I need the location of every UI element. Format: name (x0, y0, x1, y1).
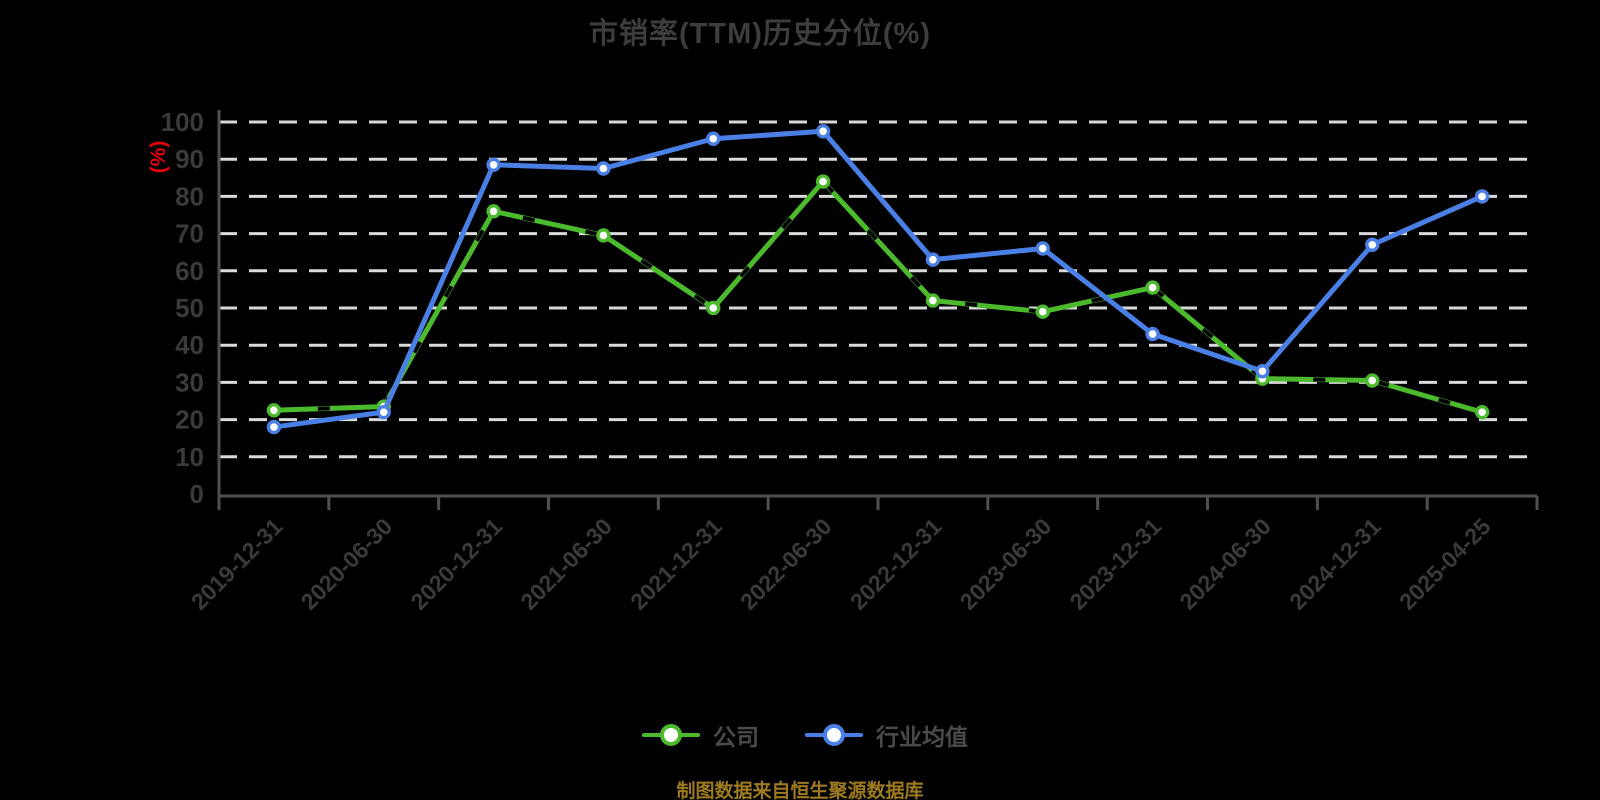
y-axis-unit-label: (%) (147, 141, 170, 174)
company-legend-marker-icon (642, 722, 700, 748)
company-data-point[interactable] (1365, 373, 1380, 388)
x-tick-label: 2021-12-31 (625, 513, 727, 615)
company-series-line (271, 179, 1485, 415)
legend-item-company[interactable]: 公司 (642, 718, 759, 752)
y-tick-label: 80 (175, 181, 204, 211)
x-tick-label: 2020-12-31 (406, 513, 508, 615)
legend-label-company: 公司 (713, 724, 759, 750)
chart-legend: 公司 行业均值 (0, 718, 1600, 752)
x-tick-label: 2023-12-31 (1065, 513, 1167, 615)
industry-average-data-point[interactable] (596, 161, 611, 176)
y-tick-label: 90 (175, 144, 204, 174)
x-tick-label: 2024-06-30 (1174, 513, 1276, 615)
industry-average-data-point[interactable] (1474, 189, 1490, 204)
company-data-point[interactable] (1035, 304, 1050, 319)
company-data-point[interactable] (815, 174, 831, 189)
y-tick-label: 0 (190, 479, 204, 509)
industry-average-data-point[interactable] (1255, 364, 1270, 379)
y-tick-label: 10 (175, 442, 204, 472)
company-data-point[interactable] (486, 204, 501, 219)
industry-average-data-point[interactable] (706, 131, 721, 146)
chart-title: 市销率(TTM)历史分位(%) (588, 18, 931, 50)
company-data-point[interactable] (1474, 404, 1490, 420)
company-data-point[interactable] (266, 403, 282, 418)
x-tick-label: 2023-06-30 (955, 513, 1057, 615)
industry-average-data-point[interactable] (1035, 241, 1050, 256)
company-data-point[interactable] (706, 300, 721, 316)
x-tick-label: 2022-06-30 (735, 513, 837, 615)
data-source-caption: 制图数据来自恒生聚源数据库 (676, 781, 924, 800)
y-tick-label: 50 (175, 293, 204, 323)
industry-average-data-point[interactable] (376, 404, 391, 420)
x-tick-label: 2021-06-30 (515, 513, 617, 615)
industry-legend-marker-icon (805, 722, 863, 748)
y-tick-label: 100 (161, 107, 204, 137)
x-tick-label: 2025-04-25 (1394, 513, 1496, 615)
legend-label-industry-average: 行业均值 (876, 724, 968, 750)
industry-average-data-point[interactable] (486, 157, 501, 172)
industry-average-series-line (271, 128, 1485, 430)
y-tick-label: 20 (175, 405, 204, 435)
company-data-point[interactable] (596, 228, 611, 243)
x-tick-label: 2022-12-31 (845, 513, 947, 615)
y-tick-label: 40 (175, 330, 204, 360)
company-data-point[interactable] (925, 293, 941, 308)
industry-average-data-point[interactable] (815, 124, 831, 139)
company-data-point[interactable] (1145, 280, 1160, 295)
industry-average-data-point[interactable] (925, 252, 941, 267)
y-tick-label: 60 (175, 256, 204, 286)
industry-average-data-point[interactable] (266, 419, 282, 435)
y-tick-label: 70 (175, 219, 204, 249)
y-tick-label: 30 (175, 367, 204, 397)
x-tick-label: 2019-12-31 (186, 513, 288, 615)
x-tick-label: 2024-12-31 (1284, 513, 1386, 615)
x-tick-label: 2020-06-30 (296, 513, 398, 615)
industry-average-data-point[interactable] (1145, 326, 1160, 342)
industry-average-data-point[interactable] (1365, 237, 1380, 252)
legend-item-industry-average[interactable]: 行业均值 (805, 718, 968, 752)
